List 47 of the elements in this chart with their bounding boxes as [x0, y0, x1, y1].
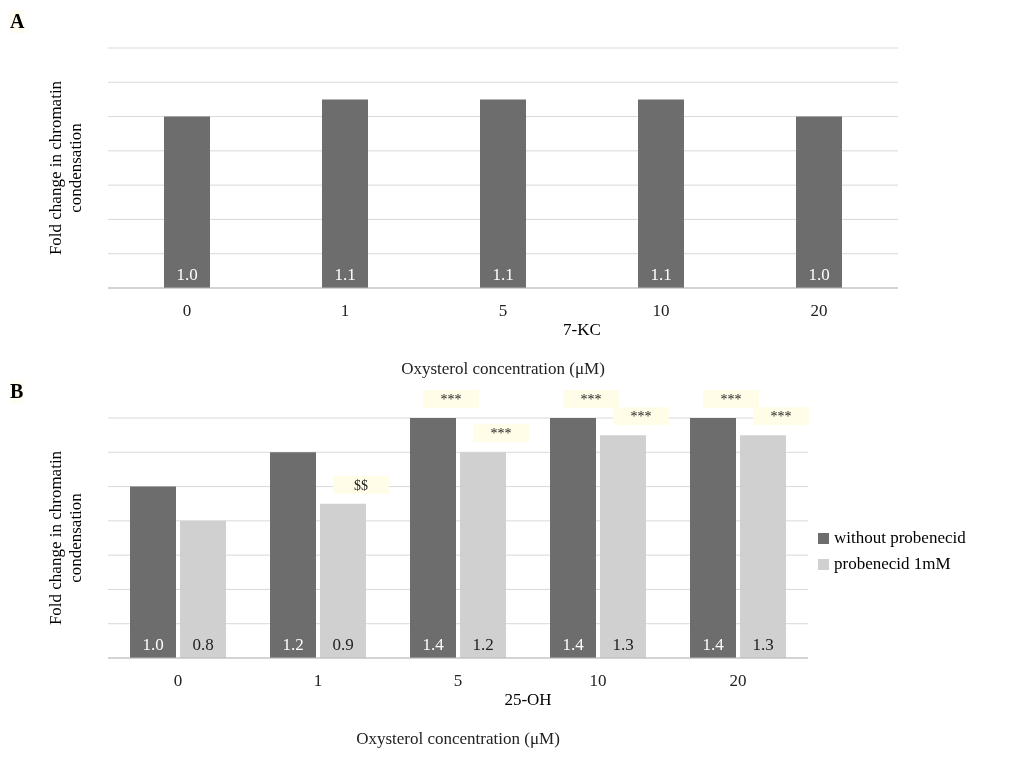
annotation: ***	[440, 392, 462, 407]
data-label: 1.0	[808, 265, 830, 284]
annotation: $$	[354, 477, 368, 493]
y-axis-title: Fold change in chromatin condensation	[46, 449, 86, 628]
bar	[550, 418, 596, 658]
bar	[130, 486, 176, 658]
data-label: 1.0	[176, 265, 198, 284]
data-label: 1.2	[472, 635, 494, 654]
chart-title: A	[10, 10, 25, 33]
annotation: ***	[580, 392, 602, 407]
data-label: 1.3	[752, 635, 774, 654]
x-tick-label: 20	[729, 671, 747, 690]
x-axis-title: Oxysterol concentration (μM)	[356, 729, 560, 748]
chart-title: B	[10, 380, 24, 403]
text: 25-OH	[503, 690, 553, 710]
x-tick-label: 20	[810, 301, 828, 320]
annotation: ***	[490, 426, 512, 442]
x-tick-label: 1	[340, 301, 350, 320]
data-label: 1.1	[650, 265, 672, 284]
legend-label: probenecid 1mM	[834, 554, 951, 574]
x-tick-label: 5	[453, 671, 463, 690]
x-tick-label: 1	[313, 671, 323, 690]
data-label: 1.1	[334, 265, 356, 284]
data-label: 1.2	[282, 635, 304, 654]
x-tick-label: 10	[589, 671, 607, 690]
data-label: 1.4	[562, 635, 585, 654]
data-label: 1.4	[702, 635, 725, 654]
data-label: 0.9	[332, 635, 354, 654]
bar	[690, 418, 736, 658]
legend-label: without probenecid	[834, 528, 966, 548]
bar	[410, 418, 456, 658]
x-tick-label: 5	[498, 301, 508, 320]
x-tick-label: 0	[182, 301, 192, 320]
bar	[270, 452, 316, 658]
x-axis-title: Oxysterol concentration (μM)	[401, 359, 605, 378]
data-label: 1.0	[142, 635, 164, 654]
data-label: 1.3	[612, 635, 634, 654]
annotation: ***	[720, 392, 742, 407]
annotation: ***	[770, 409, 792, 425]
data-label: 1.1	[492, 265, 514, 284]
y-axis-title: Fold change in chromatin condensation	[46, 79, 86, 258]
x-tick-label: 10	[652, 301, 670, 320]
data-label: 0.8	[192, 635, 214, 654]
x-tick-label: 0	[173, 671, 183, 690]
annotation: ***	[630, 409, 652, 425]
text: 7-KC	[562, 320, 602, 340]
data-label: 1.4	[422, 635, 445, 654]
